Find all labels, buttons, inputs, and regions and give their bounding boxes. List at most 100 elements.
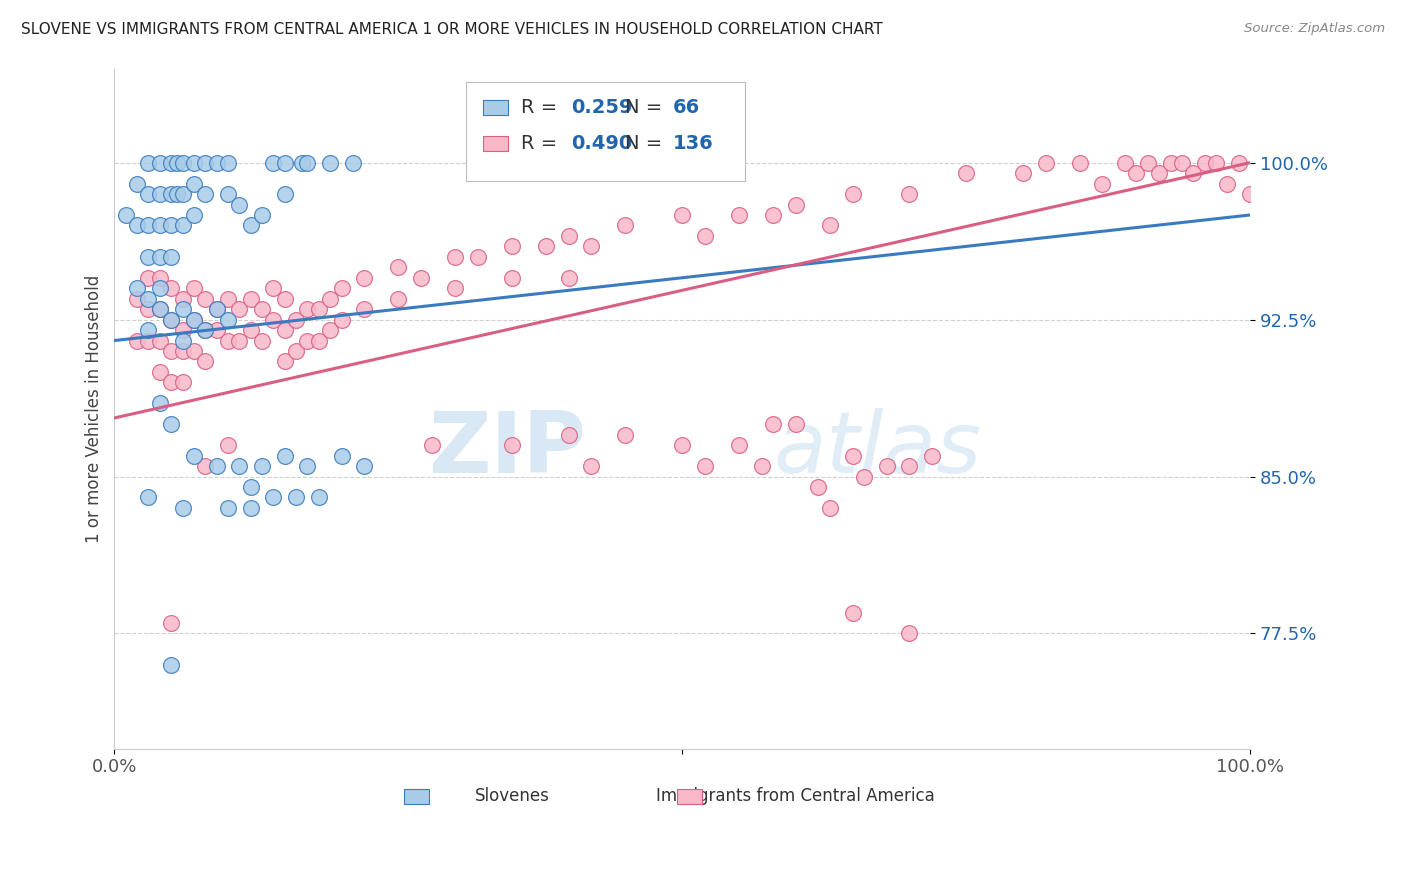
Point: [1227, 155, 1250, 169]
Point: [228, 334, 250, 348]
Point: [1069, 155, 1091, 169]
Point: [217, 187, 239, 202]
Point: [194, 354, 217, 368]
Point: [172, 292, 194, 306]
Point: [387, 260, 409, 275]
Point: [239, 323, 262, 337]
Point: [250, 334, 273, 348]
Point: [330, 281, 353, 295]
Point: [138, 187, 160, 202]
Text: 66: 66: [673, 98, 700, 117]
Point: [217, 292, 239, 306]
Point: [149, 250, 172, 264]
Point: [693, 459, 716, 474]
Point: [297, 302, 319, 317]
Point: [274, 449, 297, 463]
Point: [1114, 155, 1136, 169]
Point: [138, 250, 160, 264]
Point: [172, 187, 194, 202]
Point: [898, 626, 921, 640]
Text: atlas: atlas: [773, 408, 981, 491]
Text: ZIP: ZIP: [427, 408, 586, 491]
Point: [160, 312, 183, 326]
Point: [841, 606, 863, 620]
Point: [1136, 155, 1159, 169]
Point: [149, 155, 172, 169]
Point: [239, 500, 262, 515]
Point: [1160, 155, 1182, 169]
Bar: [484, 136, 509, 151]
Point: [308, 302, 330, 317]
Point: [728, 438, 751, 452]
Point: [262, 491, 284, 505]
Point: [217, 438, 239, 452]
Text: 0.259: 0.259: [571, 98, 633, 117]
Point: [127, 292, 149, 306]
Point: [127, 281, 149, 295]
Point: [149, 396, 172, 410]
Point: [274, 323, 297, 337]
Point: [1125, 166, 1147, 180]
Point: [239, 292, 262, 306]
Point: [194, 323, 217, 337]
Point: [228, 302, 250, 317]
Point: [172, 219, 194, 233]
Point: [160, 281, 183, 295]
Point: [785, 417, 807, 432]
Point: [205, 459, 228, 474]
Point: [876, 459, 898, 474]
Point: [205, 155, 228, 169]
Point: [160, 615, 183, 630]
Text: Slovenes: Slovenes: [474, 787, 550, 805]
Point: [262, 155, 284, 169]
Point: [166, 187, 188, 202]
Point: [785, 197, 807, 211]
Point: [693, 228, 716, 243]
Point: [149, 219, 172, 233]
Y-axis label: 1 or more Vehicles in Household: 1 or more Vehicles in Household: [86, 275, 103, 542]
Point: [467, 250, 489, 264]
Point: [955, 166, 977, 180]
Text: Source: ZipAtlas.com: Source: ZipAtlas.com: [1244, 22, 1385, 36]
Point: [818, 500, 841, 515]
Point: [330, 449, 353, 463]
Text: 136: 136: [673, 134, 714, 153]
Bar: [484, 100, 509, 115]
Point: [818, 219, 841, 233]
Point: [898, 459, 921, 474]
Point: [160, 376, 183, 390]
Point: [194, 292, 217, 306]
Point: [127, 177, 149, 191]
Point: [127, 219, 149, 233]
Point: [205, 302, 228, 317]
Point: [852, 469, 875, 483]
Point: [217, 500, 239, 515]
Point: [172, 302, 194, 317]
Point: [160, 187, 183, 202]
Point: [342, 155, 364, 169]
Point: [841, 187, 863, 202]
Point: [138, 323, 160, 337]
Point: [274, 292, 297, 306]
Point: [297, 334, 319, 348]
Point: [250, 302, 273, 317]
Point: [149, 334, 172, 348]
Point: [262, 312, 284, 326]
Point: [217, 312, 239, 326]
Point: [728, 208, 751, 222]
Point: [160, 312, 183, 326]
Point: [138, 270, 160, 285]
Point: [422, 438, 444, 452]
Point: [205, 323, 228, 337]
Point: [751, 459, 773, 474]
Point: [319, 292, 342, 306]
Point: [353, 459, 375, 474]
Point: [671, 438, 693, 452]
Point: [172, 376, 194, 390]
Point: [183, 449, 205, 463]
Point: [183, 155, 205, 169]
Point: [149, 187, 172, 202]
Point: [444, 250, 467, 264]
Point: [138, 219, 160, 233]
Point: [160, 417, 183, 432]
